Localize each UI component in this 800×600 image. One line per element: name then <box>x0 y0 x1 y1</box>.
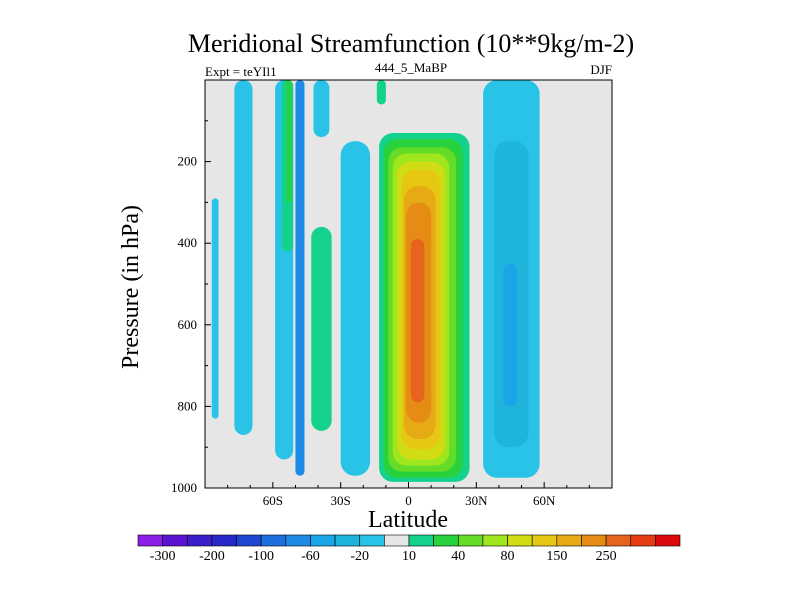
colorbar-swatch <box>236 534 262 547</box>
colorbar-swatch <box>581 534 607 547</box>
y-tick-label: 800 <box>178 398 198 413</box>
colorbar-swatch <box>630 534 656 547</box>
colorbar-label: -20 <box>350 549 369 564</box>
colorbar-swatch <box>605 534 632 547</box>
y-axis: 200 400 600 800 1000 <box>171 120 211 495</box>
x-axis-label: Latitude <box>368 507 448 533</box>
colorbar-label: 40 <box>451 549 465 564</box>
colorbar-swatch <box>211 534 237 547</box>
colorbar-swatch <box>384 534 410 547</box>
subtitle-center: 444_5_MaBP <box>375 60 447 75</box>
colorbar-swatch <box>260 534 287 547</box>
colorbar-swatch <box>137 534 163 547</box>
ferrel-cell-negative-level-2 <box>503 263 518 407</box>
colorbar-swatch <box>507 534 533 547</box>
y-tick-label: 1000 <box>171 480 197 495</box>
x-tick-label: 30N <box>465 493 488 508</box>
y-axis-label: Pressure (in hPa) <box>118 205 144 369</box>
colorbar-label: -60 <box>301 549 320 564</box>
southern-positive-bands-level-2 <box>311 226 332 431</box>
colorbar-swatch <box>408 534 434 547</box>
y-tick-label: 400 <box>178 235 198 250</box>
southern-negative-bands-level-0 <box>211 198 219 419</box>
colorbar-swatch <box>162 534 188 547</box>
x-axis: 60S 30S 0 30N 60N <box>227 482 590 508</box>
subtitle-left: Expt = teYIl1 <box>205 64 277 79</box>
colorbar-label: 80 <box>501 549 515 564</box>
x-tick-label: 0 <box>405 493 412 508</box>
southern-positive-bands-level-1 <box>286 80 291 203</box>
x-tick-label: 60S <box>263 493 283 508</box>
chart-title: Meridional Streamfunction (10**9kg/m-2) <box>188 29 634 58</box>
colorbar-swatch <box>655 534 681 547</box>
colorbar-swatch <box>482 534 508 547</box>
colorbar-swatch <box>556 534 582 547</box>
x-tick-label: 30S <box>331 493 351 508</box>
colorbar-swatch <box>334 534 361 547</box>
colorbar-swatch <box>433 534 459 547</box>
colorbar-label: 250 <box>596 549 617 564</box>
colorbar-swatch <box>310 534 336 547</box>
colorbar-label: 150 <box>546 549 567 564</box>
colorbar <box>137 534 681 547</box>
colorbar-swatch <box>285 534 311 547</box>
colorbar-swatch <box>186 534 213 547</box>
x-tick-label: 60N <box>533 493 556 508</box>
southern-negative-bands-level-5 <box>340 141 371 476</box>
southern-negative-bands-level-4 <box>313 80 330 138</box>
southern-positive-bands-level-3 <box>376 80 386 105</box>
colorbar-swatch <box>531 534 558 547</box>
colorbar-label: -200 <box>199 549 225 564</box>
colorbar-swatch <box>359 534 385 547</box>
hadley-cell-positive-level-9 <box>413 267 423 391</box>
southern-negative-bands-level-3 <box>295 80 305 476</box>
y-tick-label: 600 <box>178 317 198 332</box>
colorbar-swatch <box>457 534 484 547</box>
field-layer <box>211 80 540 482</box>
colorbar-labels: -300 -200 -100 -60 -20 10 40 80 150 250 <box>150 549 617 564</box>
y-tick-label: 200 <box>178 154 198 169</box>
colorbar-label: -100 <box>248 549 274 564</box>
southern-negative-bands-level-1 <box>234 80 253 435</box>
subtitle-right: DJF <box>590 62 612 77</box>
colorbar-label: 10 <box>402 549 416 564</box>
colorbar-label: -300 <box>150 549 176 564</box>
